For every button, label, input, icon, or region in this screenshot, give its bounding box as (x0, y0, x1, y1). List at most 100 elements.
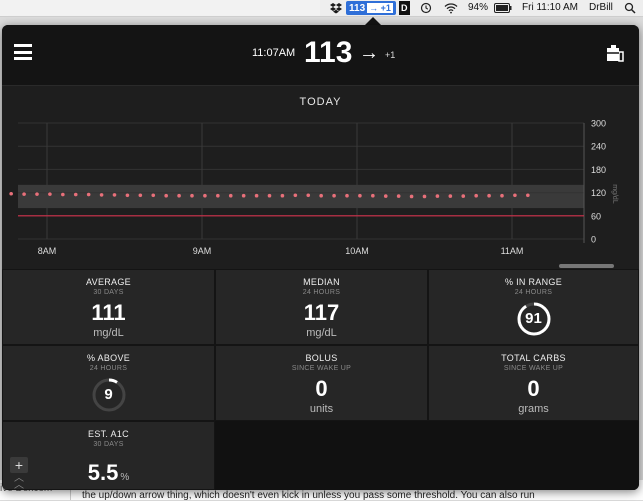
glucose-point (228, 193, 233, 198)
x-tick-label: 10AM (345, 246, 369, 256)
bolus-tile[interactable]: BOLUS SINCE WAKE UP 0 units (215, 345, 428, 421)
y-tick-label: 180 (591, 165, 606, 175)
glucose-point (254, 193, 259, 198)
d-app-icon[interactable]: D (399, 1, 410, 15)
a1c-period: 30 DAYS (93, 441, 124, 448)
above-tile[interactable]: % ABOVE 24 HOURS 9 (2, 345, 215, 421)
glucose-point (267, 193, 272, 198)
collapse-chevrons-icon[interactable]: ︿ ︿ (14, 473, 24, 491)
battery-percent[interactable]: 94% (468, 2, 489, 13)
y-unit-label: mg/dL (611, 184, 618, 204)
glucose-point (409, 194, 414, 199)
trend-arrow-icon: → (359, 42, 379, 64)
above-ring-arc (92, 378, 125, 412)
glucose-point (319, 193, 323, 198)
above-label: % ABOVE (86, 353, 131, 363)
wifi-icon[interactable] (444, 2, 458, 16)
glucose-point (177, 193, 181, 198)
time-machine-icon[interactable] (420, 2, 432, 16)
median-label: MEDIAN (303, 277, 340, 287)
popover-caret (364, 17, 382, 26)
glucose-chart: 0 60 120 180 240 300 8AM 9AM 10AM 11AM mg/dL TODAY (2, 86, 639, 269)
average-period: 30 DAYS (93, 289, 124, 296)
above-value: 9 (104, 386, 113, 403)
background-body-text: the up/down arrow thing, which doesn't e… (82, 490, 535, 501)
menu-bar-left (0, 0, 320, 16)
glucose-point (383, 194, 388, 198)
background-divider (70, 480, 71, 500)
average-label: AVERAGE (86, 277, 131, 287)
stats-grid: AVERAGE 30 DAYS 111 mg/dL MEDIAN 24 HOUR… (2, 269, 639, 490)
bolus-value: 0 (315, 376, 328, 401)
glucose-delta: +1 (385, 50, 396, 60)
glucose-point (48, 192, 52, 196)
glucose-point (164, 193, 168, 198)
glucose-point (99, 193, 104, 197)
user-name[interactable]: DrBill (589, 2, 613, 13)
glucose-point (526, 193, 530, 198)
average-unit: mg/dL (93, 327, 124, 339)
glucose-point (474, 193, 478, 198)
carbs-unit: grams (518, 403, 549, 415)
glucose-point (293, 193, 298, 198)
glucose-point (306, 193, 311, 198)
median-period: 24 HOURS (302, 289, 341, 296)
glucose-point (112, 193, 117, 197)
status-value: 113 (349, 3, 366, 14)
glucose-point (190, 193, 194, 198)
empty-tile-area (215, 421, 639, 490)
glucose-point (332, 193, 336, 198)
dropbox-icon[interactable] (330, 2, 342, 16)
carbs-value: 0 (527, 376, 540, 401)
y-tick-label: 300 (591, 119, 606, 129)
glucose-point (216, 193, 220, 198)
bolus-period: SINCE WAKE UP (291, 365, 352, 372)
glucose-point (435, 194, 440, 198)
glucose-point (138, 193, 143, 198)
in-range-period: 24 HOURS (514, 289, 553, 296)
in-range-tile[interactable]: % IN RANGE 24 HOURS 91 (428, 269, 639, 345)
y-tick-label: 240 (591, 142, 606, 152)
chart-canvas: 0 60 120 180 240 300 8AM 9AM 10AM 11AM mg/dL (9, 119, 618, 256)
bolus-label: BOLUS (305, 353, 338, 363)
carbs-tile[interactable]: TOTAL CARBS SINCE WAKE UP 0 grams (428, 345, 639, 421)
in-range-ring-arc (517, 302, 550, 336)
glucose-point (35, 192, 39, 196)
in-range-ring: 91 (516, 301, 552, 337)
add-button[interactable]: + (10, 457, 28, 473)
glucose-point (22, 192, 26, 196)
target-range-band (18, 184, 584, 209)
glucose-status-item[interactable]: 113 → +1 (346, 1, 396, 15)
glucose-point (151, 193, 156, 198)
chart-scrollbar[interactable] (559, 264, 614, 268)
spotlight-search-icon[interactable] (624, 2, 636, 16)
x-tick-label: 9AM (193, 246, 212, 256)
above-ring: 9 (91, 377, 127, 413)
detach-window-icon[interactable] (604, 43, 626, 65)
hamburger-menu-icon[interactable] (14, 44, 32, 60)
in-range-label: % IN RANGE (504, 277, 562, 287)
glucose-point (358, 193, 362, 198)
glucose-popover: 11:07AM 113 → +1 0 60 120 180 240 300 8AM 9AM 10… (2, 25, 639, 490)
menu-bar: 113 → +1 D 94% Fri 11:10 AM DrBill (0, 0, 643, 17)
reading-time: 11:07AM (252, 47, 296, 59)
a1c-tile[interactable]: EST. A1C 30 DAYS 5.5% (2, 421, 215, 490)
popover-header: 11:07AM 113 → +1 (2, 25, 639, 86)
clock[interactable]: Fri 11:10 AM (522, 2, 578, 13)
average-tile[interactable]: AVERAGE 30 DAYS 111 mg/dL (2, 269, 215, 345)
in-range-value: 91 (525, 310, 542, 327)
glucose-point (86, 192, 91, 197)
x-tick-label: 8AM (38, 246, 57, 256)
glucose-point (9, 191, 13, 196)
status-trend: → +1 (367, 3, 393, 13)
glucose-point (448, 194, 453, 198)
glucose-point (371, 193, 375, 198)
glucose-point (422, 194, 427, 199)
battery-icon[interactable] (494, 3, 512, 17)
glucose-point (73, 192, 78, 197)
glucose-point (203, 193, 207, 198)
x-tick-label: 11AM (501, 246, 524, 256)
average-value: 111 (91, 300, 126, 325)
median-tile[interactable]: MEDIAN 24 HOURS 117 mg/dL (215, 269, 428, 345)
carbs-label: TOTAL CARBS (501, 353, 566, 363)
